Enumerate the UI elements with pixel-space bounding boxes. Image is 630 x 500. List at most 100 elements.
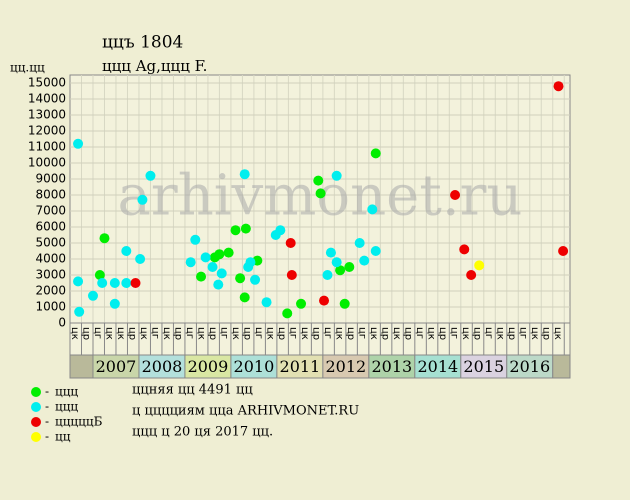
column-label: цр — [380, 327, 391, 340]
legend-label: ццц — [55, 400, 78, 414]
y-tick-label: 3000 — [35, 268, 66, 282]
point — [216, 268, 227, 279]
legend-label: ццц — [55, 385, 78, 399]
legend-label: цц — [55, 430, 71, 444]
point — [145, 170, 156, 181]
year-label: 2011 — [280, 357, 321, 376]
point — [354, 238, 365, 248]
point — [315, 188, 326, 199]
point — [335, 265, 346, 276]
legend-marker — [31, 417, 41, 427]
point — [87, 290, 98, 301]
year-label: 2009 — [188, 357, 229, 376]
column-label: цк — [495, 327, 506, 340]
note: ццц ц 20 ця 2017 цц. — [132, 425, 273, 440]
legend-dash: - — [45, 400, 49, 414]
year-pad — [69, 354, 94, 379]
y-tick-label: 10000 — [28, 156, 66, 170]
column-row — [69, 322, 571, 356]
y-axis-label: цц.цц — [10, 61, 45, 75]
point — [459, 244, 470, 255]
legend-dash: - — [45, 430, 49, 444]
column-label: цг — [414, 327, 425, 339]
plot-area — [69, 74, 571, 324]
point — [275, 225, 286, 236]
column-label: цг — [219, 327, 230, 339]
legend-marker — [31, 402, 41, 412]
y-tick-label: 7000 — [35, 204, 66, 218]
column-label: цр — [403, 327, 414, 340]
point — [135, 254, 146, 264]
point — [296, 298, 307, 309]
column-label: цк — [299, 327, 310, 340]
column-label: цр — [345, 327, 356, 340]
column-label: цр — [276, 327, 287, 340]
year-label: 2007 — [96, 357, 137, 376]
column-label: цк — [69, 327, 80, 340]
column-label: цг — [184, 327, 195, 339]
point — [240, 223, 251, 234]
point — [109, 298, 120, 309]
point — [286, 270, 297, 280]
y-tick-label: 6000 — [35, 220, 66, 234]
year-label: 2008 — [142, 357, 183, 376]
column-label: цк — [426, 327, 437, 340]
point — [359, 255, 370, 266]
point — [285, 238, 296, 248]
column-label: цк — [529, 327, 540, 340]
point — [239, 292, 250, 303]
year-label: 2013 — [371, 357, 412, 376]
year-pad — [552, 354, 571, 379]
point — [223, 247, 234, 258]
point — [99, 233, 110, 244]
column-label: цк — [391, 327, 402, 340]
chart-title: ццъ 1804 — [102, 33, 183, 53]
point — [553, 81, 564, 92]
point — [313, 175, 324, 186]
column-label: цк — [265, 327, 276, 340]
column-label: цк — [115, 327, 126, 340]
point — [94, 270, 105, 280]
legend-marker — [31, 432, 41, 442]
column-label: цк — [138, 327, 149, 340]
column-label: цг — [253, 327, 264, 339]
point — [250, 274, 261, 285]
column-label: цр — [207, 327, 218, 340]
column-label: цг — [483, 327, 494, 339]
column-label: цк — [104, 327, 115, 340]
year-label: 2016 — [509, 357, 550, 376]
point — [230, 225, 241, 236]
point — [73, 138, 84, 149]
column-label: цр — [127, 327, 138, 340]
year-label: 2010 — [234, 357, 275, 376]
column-label: цр — [242, 327, 253, 340]
column-label: цк — [334, 327, 345, 340]
point — [109, 278, 120, 288]
y-tick-label: 1000 — [35, 300, 66, 314]
point — [235, 273, 246, 284]
year-label: 2015 — [463, 357, 504, 376]
point — [319, 295, 330, 306]
y-tick-label: 4000 — [35, 252, 66, 266]
point — [322, 270, 333, 280]
legend-marker — [31, 387, 41, 397]
column-label: цк — [368, 327, 379, 340]
column-label: цр — [311, 327, 322, 340]
legend-label: цццццБ — [55, 415, 103, 429]
column-label: цг — [92, 327, 103, 339]
point — [196, 271, 207, 282]
point — [558, 246, 569, 256]
point — [130, 278, 141, 288]
point — [213, 279, 224, 290]
point — [185, 257, 196, 268]
column-label: цг — [449, 327, 460, 339]
column-label: цр — [472, 327, 483, 340]
point — [331, 257, 342, 268]
point — [370, 148, 381, 159]
y-tick-label: 15000 — [28, 76, 66, 90]
point — [239, 169, 250, 180]
column-label: цр — [173, 327, 184, 340]
column-label: цк — [552, 327, 563, 340]
legend-dash: - — [45, 385, 49, 399]
column-label: цр — [437, 327, 448, 340]
